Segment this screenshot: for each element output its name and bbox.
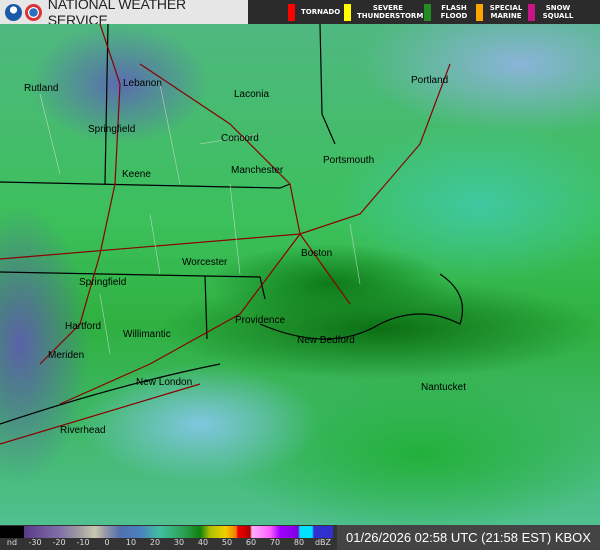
warning-swatch <box>528 3 535 21</box>
bottom-bar: nd -30 -20 -10 0 10 20 30 40 50 60 70 80 dBZ 01/26/20… <box>0 525 600 550</box>
highways <box>0 24 451 445</box>
coastline <box>0 273 464 425</box>
city-label: Hartford <box>65 321 102 332</box>
warning-swatch <box>424 3 431 21</box>
colorbar-tick: 30 <box>173 538 185 547</box>
colorbar-tick: -30 <box>28 538 42 547</box>
city-label: Portland <box>411 75 449 86</box>
city-label: New Bedford <box>297 335 355 346</box>
state-borders <box>0 24 464 425</box>
warning-item: FLASH FLOOD <box>424 3 471 21</box>
city-label: New London <box>136 377 193 388</box>
warning-item: TORNADO <box>288 3 341 21</box>
nh-ma-border <box>0 181 291 189</box>
warning-label: SEVERE THUNDERSTORM <box>357 4 424 20</box>
colorbar-tick: 40 <box>197 538 209 547</box>
brand: NATIONAL WEATHER SERVICE <box>0 0 248 28</box>
city-label: Springfield <box>79 277 127 288</box>
colorbar-tick: -10 <box>76 538 90 547</box>
city-label: Nantucket <box>421 382 467 393</box>
colorbar-tick: 70 <box>269 538 281 547</box>
warning-label: SNOW SQUALL <box>542 4 574 20</box>
warning-label: FLASH FLOOD <box>440 4 468 20</box>
city-label: Worcester <box>182 257 228 268</box>
colorbar-tick: dBZ <box>314 538 332 547</box>
colorbar-tick: 80 <box>293 538 305 547</box>
warning-item: SPECIAL MARINE <box>476 3 523 21</box>
map-lines <box>0 24 464 445</box>
warning-legend: TORNADO SEVERE THUNDERSTORM FLASH FLOOD SPE… <box>248 0 600 24</box>
warning-item: SNOW SQUALL <box>528 3 575 21</box>
warning-item: SEVERE THUNDERSTORM <box>344 3 424 21</box>
city-label: Concord <box>221 133 259 144</box>
colorbar-tick: -20 <box>52 538 66 547</box>
colorbar-tick: 10 <box>125 538 137 547</box>
city-label: Rutland <box>24 83 59 94</box>
city-label: Manchester <box>231 165 284 176</box>
warning-label: SPECIAL MARINE <box>489 4 523 20</box>
colorbar-tick: nd <box>6 538 18 547</box>
city-label: Meriden <box>48 350 85 361</box>
vt-nh-border <box>104 24 109 185</box>
city-label: Portsmouth <box>323 155 375 166</box>
city-label: Boston <box>301 248 333 259</box>
radar-map[interactable]: Rutland Lebanon Laconia Portland Springfield… <box>0 24 600 525</box>
city-label: Springfield <box>88 124 136 135</box>
ct-ri-border <box>204 275 208 340</box>
warning-label: TORNADO <box>301 8 341 16</box>
colorbar-tick: 60 <box>245 538 257 547</box>
city-label: Lebanon <box>123 78 162 89</box>
header: NATIONAL WEATHER SERVICE TORNADO SEVERE T… <box>0 0 600 28</box>
timestamp: 01/26/2026 02:58 UTC (21:58 EST) KBOX <box>337 525 600 550</box>
city-label: Willimantic <box>123 329 171 340</box>
nws-logo <box>24 3 42 21</box>
colorbar-tick: 0 <box>104 538 110 547</box>
county-borders <box>39 83 361 355</box>
city-label: Riverhead <box>60 425 106 436</box>
ct-ri-ma-border <box>0 271 266 300</box>
city-label: Keene <box>122 169 151 180</box>
warning-swatch <box>288 3 295 21</box>
noaa-logo <box>5 3 22 21</box>
city-label: Providence <box>235 315 286 326</box>
warning-swatch <box>344 3 351 21</box>
city-label: Laconia <box>234 89 270 100</box>
colorbar-tick: 20 <box>149 538 161 547</box>
nh-me-border <box>319 24 336 145</box>
colorbar-tick: 50 <box>221 538 233 547</box>
reflectivity-colorbar <box>0 526 333 538</box>
warning-swatch <box>476 3 483 21</box>
